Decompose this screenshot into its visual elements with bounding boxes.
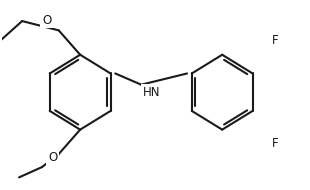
Text: O: O — [48, 151, 57, 164]
Text: F: F — [272, 137, 279, 150]
Text: HN: HN — [143, 86, 161, 99]
Text: F: F — [272, 34, 279, 47]
Text: O: O — [42, 14, 51, 27]
